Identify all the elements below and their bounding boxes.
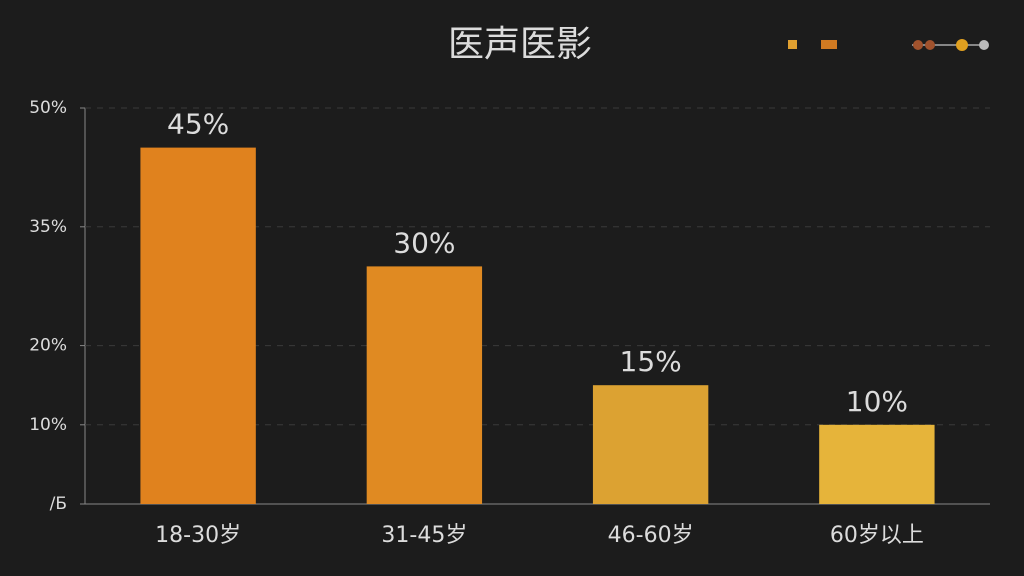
x-tick-label: 60岁以上 (830, 523, 924, 548)
y-tick-label: 10% (29, 415, 67, 435)
value-label: 10% (846, 385, 908, 418)
chart-title: 医声医影 (448, 24, 592, 65)
bar (140, 147, 256, 504)
bar (592, 385, 709, 504)
legend-decoration (788, 39, 989, 51)
y-tick-label: 50% (29, 98, 67, 118)
value-label: 15% (620, 345, 682, 378)
y-tick-label: /Ƃ (50, 494, 67, 514)
y-tick-label: 20% (29, 336, 67, 356)
x-tick-label: 46-60岁 (608, 523, 694, 548)
y-tick-label: 35% (29, 217, 67, 237)
value-label: 45% (167, 108, 229, 141)
value-label: 30% (393, 226, 455, 259)
bar (819, 424, 935, 504)
x-tick-label: 31-45岁 (381, 523, 467, 548)
bar (366, 266, 483, 504)
x-tick-label: 18-30岁 (155, 523, 241, 548)
